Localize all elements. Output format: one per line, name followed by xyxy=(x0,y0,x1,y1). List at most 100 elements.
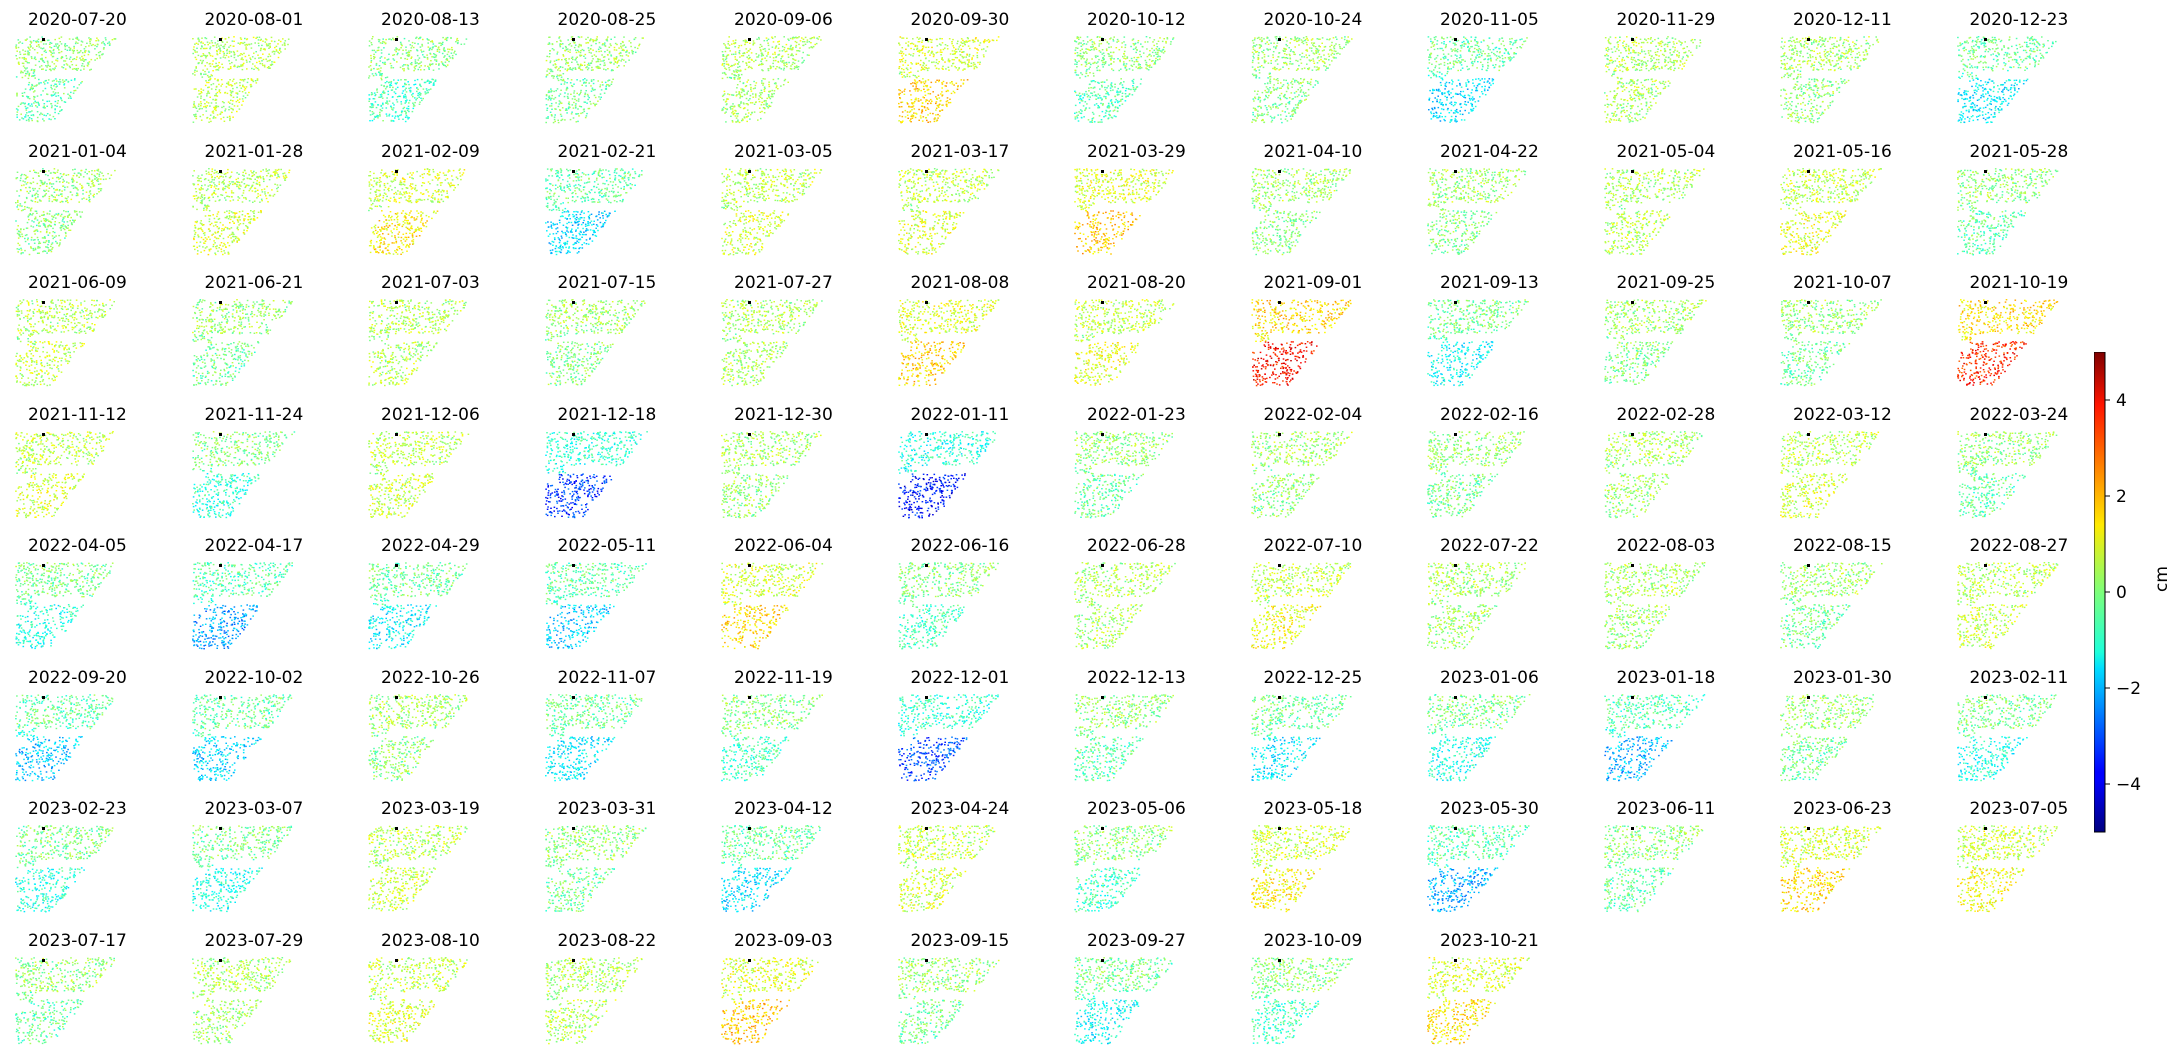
pixel xyxy=(554,63,556,66)
pixel xyxy=(914,90,916,92)
pixel xyxy=(927,108,929,110)
pixel xyxy=(548,95,550,97)
pixel xyxy=(751,59,753,61)
pixel xyxy=(24,102,26,104)
pixel xyxy=(557,58,560,61)
pixel xyxy=(1255,75,1257,77)
pixel xyxy=(56,57,59,60)
pixel xyxy=(919,117,922,119)
pixel xyxy=(1514,52,1517,55)
pixel xyxy=(1085,48,1087,50)
pixel xyxy=(610,69,612,72)
pixel xyxy=(583,64,585,66)
pixel xyxy=(194,113,197,115)
pixel xyxy=(372,75,375,77)
pixel xyxy=(35,105,37,107)
pixel xyxy=(264,58,267,60)
pixel xyxy=(72,92,75,94)
pixel xyxy=(547,99,549,101)
pixel xyxy=(1269,62,1272,64)
pixel xyxy=(371,38,373,40)
pixel xyxy=(228,102,231,104)
pixel xyxy=(940,57,943,59)
pixel xyxy=(41,113,44,115)
pixel xyxy=(738,92,741,94)
pixel xyxy=(1319,56,1322,58)
pixel xyxy=(1142,52,1145,54)
pixel xyxy=(1267,62,1269,64)
pixel xyxy=(49,68,52,70)
pixel xyxy=(1123,41,1125,43)
pixel xyxy=(202,106,205,108)
pixel xyxy=(553,114,556,116)
pixel xyxy=(939,49,941,51)
pixel xyxy=(1515,39,1518,41)
pixel xyxy=(742,52,744,55)
pixel xyxy=(21,71,24,73)
pixel xyxy=(1251,51,1253,54)
pixel xyxy=(35,40,37,43)
pixel xyxy=(984,50,987,52)
pixel xyxy=(427,79,429,81)
pixel xyxy=(1335,52,1337,55)
pixel xyxy=(1449,121,1451,123)
pixel xyxy=(1296,60,1299,62)
pixel xyxy=(368,75,371,77)
pixel xyxy=(1473,85,1476,87)
pixel xyxy=(228,62,231,65)
pixel xyxy=(565,61,567,64)
pixel xyxy=(558,109,561,111)
pixel xyxy=(205,47,207,50)
displacement-map xyxy=(1074,36,1175,123)
pixel xyxy=(435,56,437,58)
pixel xyxy=(559,43,561,45)
pixel xyxy=(1107,117,1110,119)
pixel xyxy=(241,85,244,88)
pixel xyxy=(958,50,961,53)
pixel xyxy=(900,71,902,73)
pixel xyxy=(1308,82,1310,85)
pixel xyxy=(1090,46,1092,48)
pixel xyxy=(762,63,764,65)
pixel xyxy=(935,97,938,100)
pixel xyxy=(407,54,410,56)
pixel xyxy=(1462,59,1465,61)
pixel xyxy=(44,49,47,51)
pixel xyxy=(375,106,378,109)
pixel xyxy=(904,48,907,50)
pixel xyxy=(593,104,596,107)
pixel xyxy=(1259,106,1262,108)
pixel xyxy=(909,94,912,96)
pixel xyxy=(26,62,29,64)
pixel xyxy=(781,50,784,52)
pixel xyxy=(1172,38,1174,40)
pixel xyxy=(1344,41,1347,44)
pixel xyxy=(1153,55,1155,57)
pixel xyxy=(422,88,425,90)
pixel xyxy=(951,38,954,41)
pixel xyxy=(577,67,579,69)
pixel xyxy=(1299,101,1302,103)
pixel xyxy=(1115,47,1118,49)
pixel xyxy=(933,118,935,120)
pixel xyxy=(919,49,921,52)
pixel xyxy=(592,89,594,91)
pixel xyxy=(599,93,601,95)
pixel xyxy=(1101,81,1104,83)
pixel xyxy=(783,79,786,82)
pixel xyxy=(599,50,602,52)
pixel xyxy=(16,95,18,97)
pixel xyxy=(434,45,436,47)
pixel xyxy=(1156,49,1159,51)
pixel xyxy=(1501,60,1504,63)
pixel xyxy=(263,48,265,50)
pixel xyxy=(1461,113,1464,116)
pixel xyxy=(1467,68,1469,71)
pixel xyxy=(909,47,912,50)
pixel xyxy=(1088,68,1090,70)
pixel xyxy=(1308,60,1311,62)
pixel xyxy=(443,56,445,58)
pixel xyxy=(231,100,234,102)
pixel xyxy=(423,81,426,84)
pixel xyxy=(1260,65,1262,67)
